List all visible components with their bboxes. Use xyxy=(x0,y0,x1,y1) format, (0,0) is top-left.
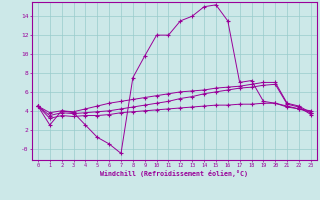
X-axis label: Windchill (Refroidissement éolien,°C): Windchill (Refroidissement éolien,°C) xyxy=(100,170,248,177)
